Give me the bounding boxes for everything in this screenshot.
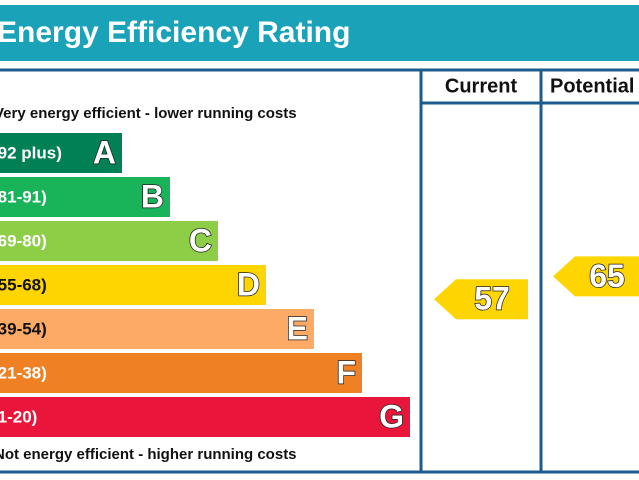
band-range: (69-80) bbox=[0, 231, 47, 250]
column-header: Current bbox=[445, 75, 518, 97]
band-range: (39-54) bbox=[0, 319, 47, 338]
band-letter: C bbox=[189, 222, 212, 258]
band-bar bbox=[0, 397, 410, 437]
band-letter: A bbox=[93, 134, 116, 170]
rating-value: 57 bbox=[474, 281, 510, 317]
frame bbox=[0, 68, 639, 474]
band-bar bbox=[0, 221, 218, 261]
band-letter: B bbox=[141, 178, 164, 214]
band-range: (55-68) bbox=[0, 275, 47, 294]
band-range: (21-38) bbox=[0, 363, 47, 382]
band-letter: G bbox=[379, 398, 404, 434]
band-range: (92 plus) bbox=[0, 143, 62, 162]
bottom-note: Not energy efficient - higher running co… bbox=[0, 446, 297, 463]
title: Energy Efficiency Rating bbox=[0, 16, 350, 49]
band-bar bbox=[0, 133, 122, 173]
band-range: (81-91) bbox=[0, 187, 47, 206]
rating-value: 65 bbox=[589, 258, 625, 294]
band-letter: E bbox=[287, 310, 308, 346]
band-bar bbox=[0, 309, 314, 349]
band-letter: D bbox=[237, 266, 260, 302]
band-range: (1-20) bbox=[0, 407, 37, 426]
band-bar bbox=[0, 177, 170, 217]
band-bar bbox=[0, 265, 266, 305]
rating-arrow bbox=[553, 256, 639, 297]
band-letter: F bbox=[336, 354, 356, 390]
column-header: Potential bbox=[550, 75, 634, 97]
rating-arrow bbox=[434, 279, 528, 320]
top-note: Very energy efficient - lower running co… bbox=[0, 105, 297, 122]
title-bar bbox=[0, 5, 639, 61]
band-bar bbox=[0, 353, 362, 393]
